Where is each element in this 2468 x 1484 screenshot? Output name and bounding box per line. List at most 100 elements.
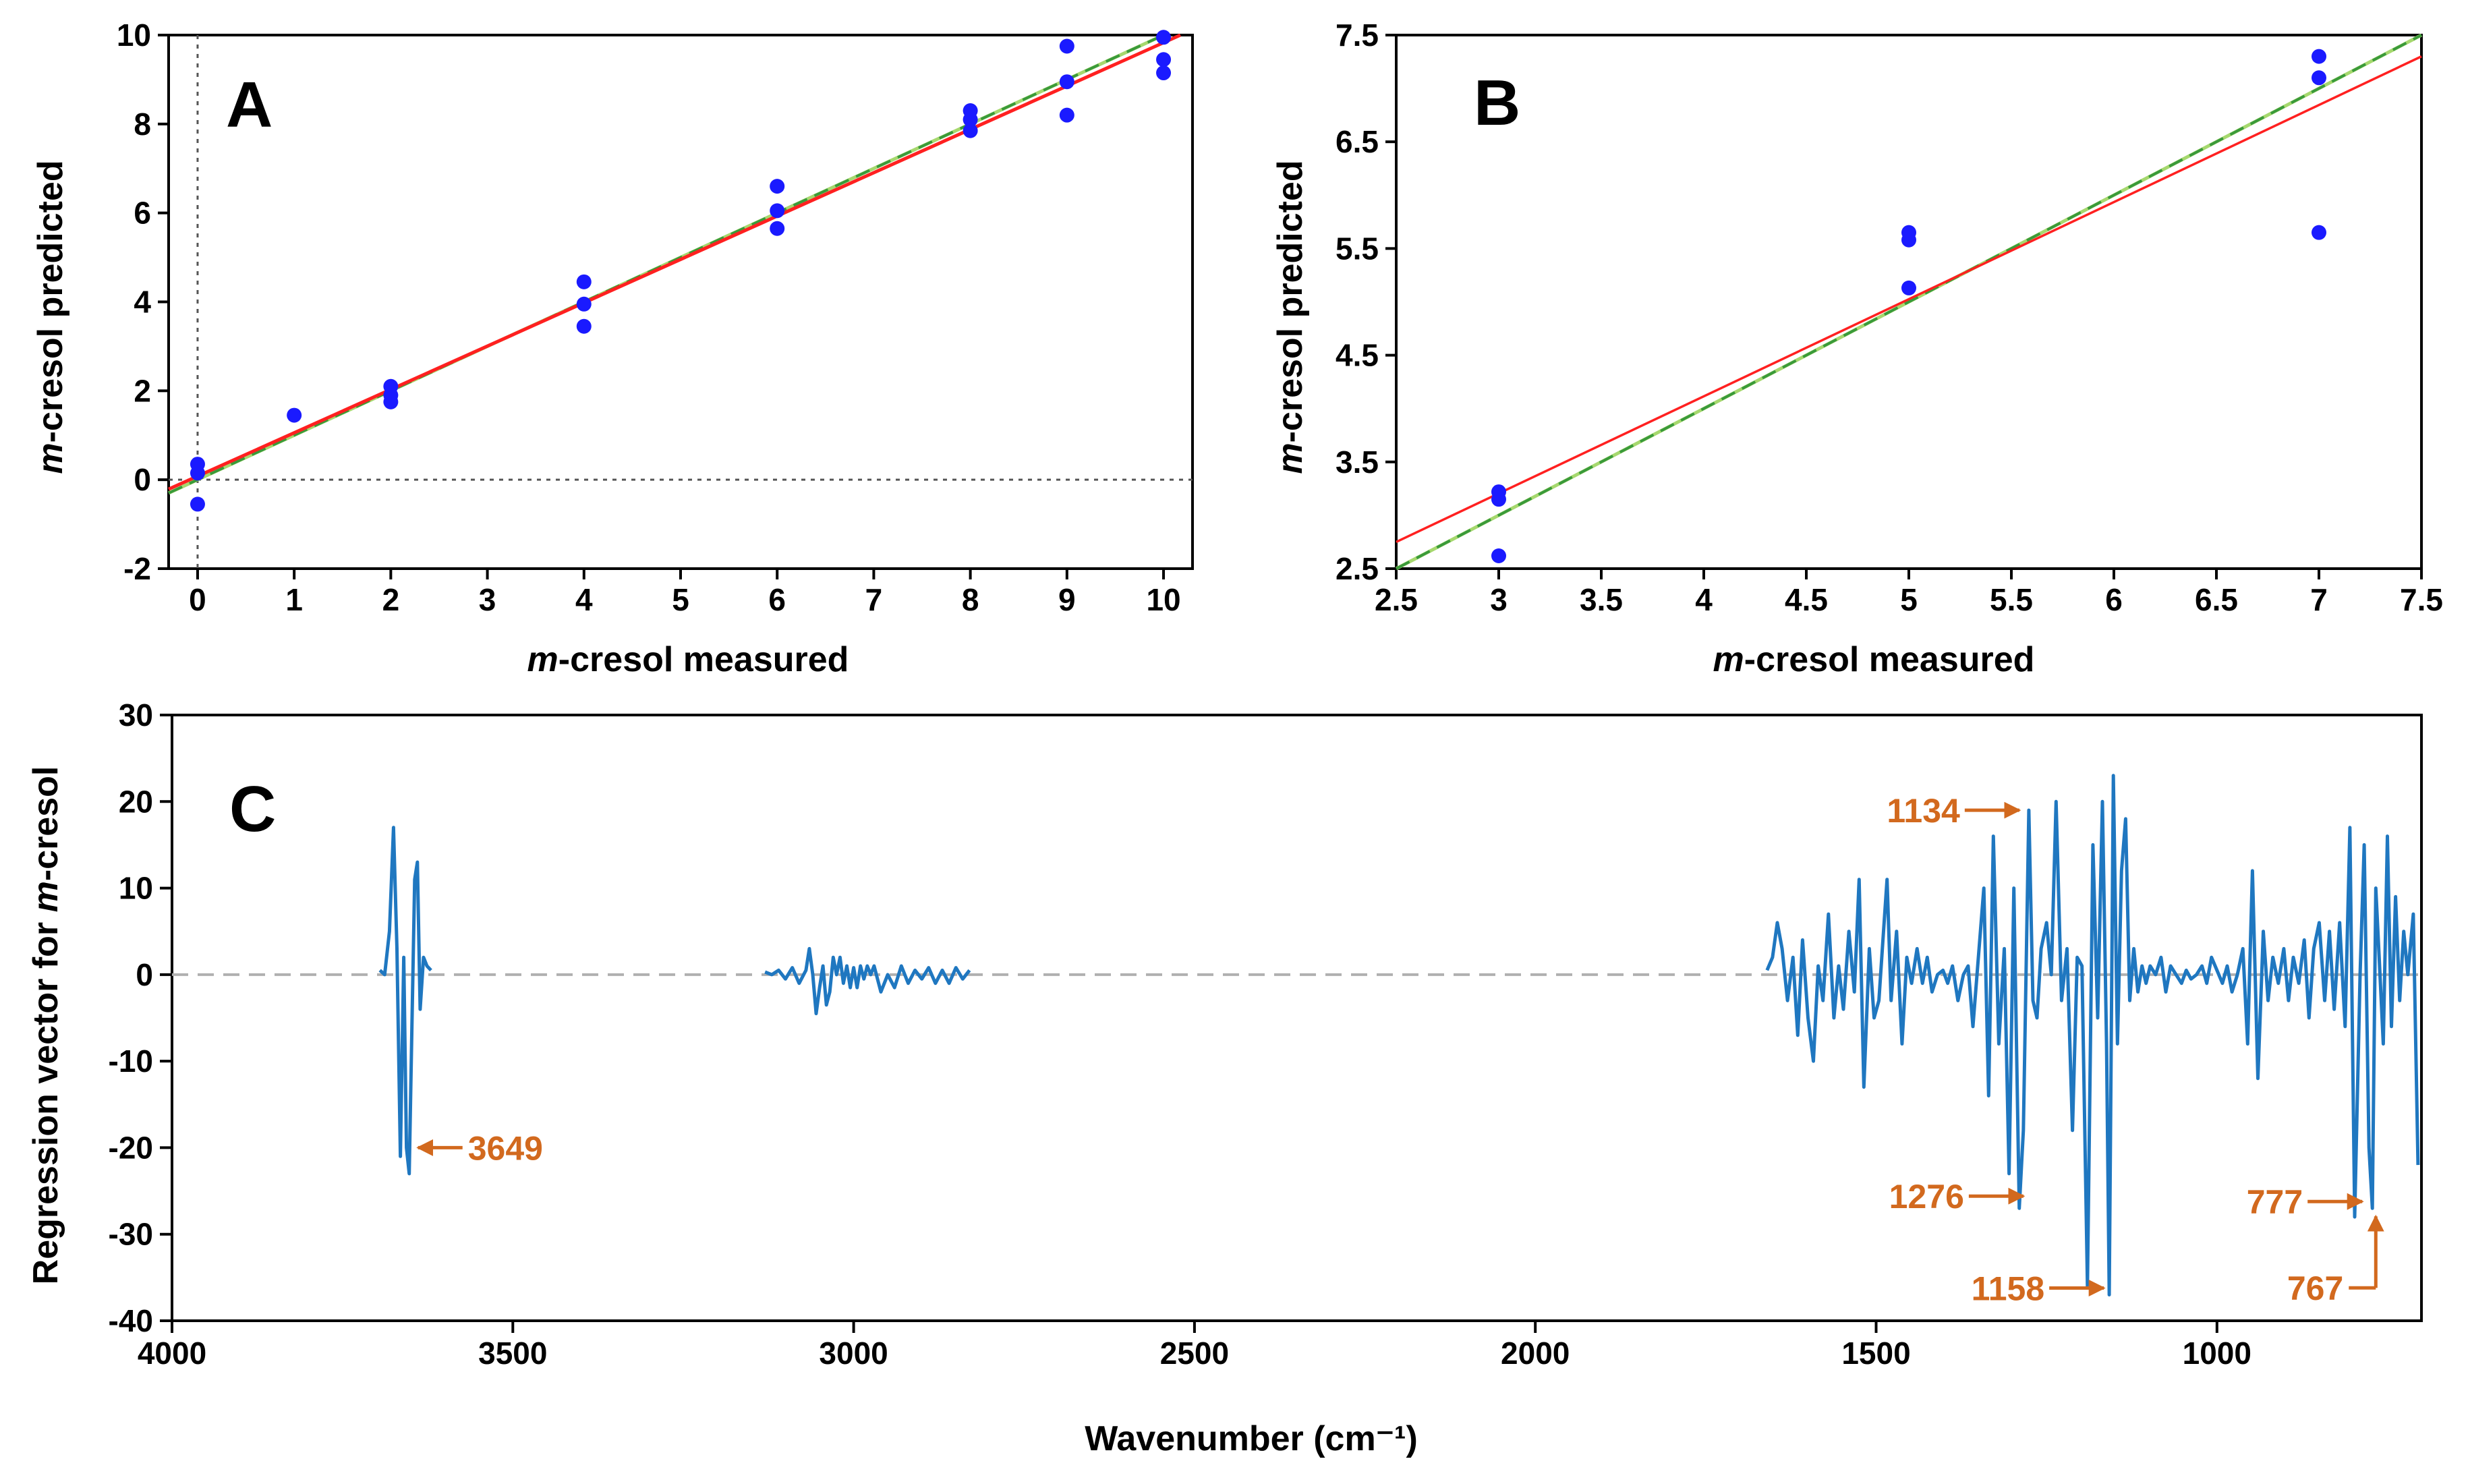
panel-a-y-tick-label: 0 bbox=[134, 462, 151, 497]
panel-a-data-point bbox=[1059, 74, 1074, 90]
panel-a-data-point bbox=[383, 394, 399, 409]
panel-b-letter: B bbox=[1474, 67, 1520, 139]
panel-a-x-tick-label: 2 bbox=[382, 582, 400, 617]
panel-a-x-tick-label: 7 bbox=[865, 582, 883, 617]
panel-c-series-region-oh bbox=[378, 826, 432, 1176]
panel-b-x-tick-label: 4.5 bbox=[1785, 582, 1828, 617]
panel-a-data-point bbox=[770, 221, 785, 236]
panel-b-ideal-line bbox=[1396, 34, 2422, 570]
panel-a-data-point bbox=[190, 465, 205, 481]
annotation-label-1276: 1276 bbox=[1889, 1178, 1964, 1216]
panel-c-series-region-fingerprint bbox=[1765, 774, 2420, 1296]
panel-b-x-tick-label: 5 bbox=[1900, 582, 1918, 617]
panel-c-x-tick-label: 3500 bbox=[478, 1336, 547, 1371]
panel-b-y-tick-label: 3.5 bbox=[1336, 445, 1379, 480]
panel-c-x-tick-label: 1000 bbox=[2183, 1336, 2251, 1371]
panel-c-y-tick-label: 10 bbox=[119, 871, 153, 906]
panel-a-x-tick-label: 8 bbox=[962, 582, 979, 617]
panel-a-y-tick-label: 10 bbox=[117, 18, 151, 53]
panel-a-x-tick-label: 5 bbox=[672, 582, 689, 617]
panel-c-y-tick-label: 0 bbox=[136, 957, 153, 992]
panel-b-data-point bbox=[1491, 548, 1506, 564]
panel-b-data-point bbox=[2312, 70, 2326, 86]
panel-b-x-tick-label: 6.5 bbox=[2195, 582, 2238, 617]
panel-a-letter: A bbox=[226, 69, 272, 141]
panel-a-x-tick-label: 10 bbox=[1146, 582, 1180, 617]
panel-b-data-point bbox=[2312, 49, 2326, 64]
panel-a-data-point bbox=[1059, 107, 1074, 123]
panel-c-y-tick-label: 20 bbox=[119, 784, 153, 819]
panel-b-data-point bbox=[1901, 280, 1916, 295]
panel-a-x-tick-label: 9 bbox=[1058, 582, 1076, 617]
panel-c-x-tick-label: 1500 bbox=[1841, 1336, 1910, 1371]
panel-b: B m-cresol measured m-cresol predicted 2… bbox=[1271, 18, 2443, 679]
panel-a-data-point bbox=[576, 296, 592, 312]
panel-c-y-axis-label: Regression vector for m-cresol bbox=[26, 766, 65, 1285]
panel-a-x-tick-label: 0 bbox=[189, 582, 206, 617]
panel-c-series-region-ch bbox=[764, 946, 971, 1016]
panel-b-data-point bbox=[2312, 225, 2326, 240]
panel-b-data-point bbox=[1901, 232, 1916, 248]
panel-a-data-point bbox=[576, 274, 592, 289]
annotation-label-1134: 1134 bbox=[1887, 792, 1960, 830]
panel-a-y-tick-label: 6 bbox=[134, 196, 151, 231]
panel-a-x-tick-label: 3 bbox=[479, 582, 496, 617]
panel-c-y-tick-label: -20 bbox=[109, 1130, 153, 1165]
panel-a-data-point bbox=[190, 496, 205, 512]
panel-c-y-tick-label: -30 bbox=[109, 1217, 153, 1252]
annotation-label-767: 767 bbox=[2287, 1269, 2343, 1307]
panel-a-data-point bbox=[287, 407, 302, 423]
panel-b-y-tick-label: 6.5 bbox=[1336, 124, 1379, 159]
panel-b-x-tick-label: 5.5 bbox=[1990, 582, 2033, 617]
panel-b-regression-line bbox=[1396, 55, 2422, 544]
panel-b-data-point bbox=[1491, 492, 1506, 507]
panel-b-x-tick-label: 7 bbox=[2310, 582, 2328, 617]
panel-b-x-tick-label: 4 bbox=[1695, 582, 1713, 617]
panel-a-y-tick-label: 2 bbox=[134, 373, 151, 408]
panel-b-x-tick-label: 3.5 bbox=[1580, 582, 1623, 617]
panel-b-x-axis-label: m-cresol measured bbox=[1713, 640, 2035, 679]
annotation-label-777: 777 bbox=[2247, 1183, 2303, 1221]
panel-c-y-tick-label: 30 bbox=[119, 697, 153, 733]
panel-c-x-axis-label: Wavenumber (cm⁻¹) bbox=[1085, 1419, 1418, 1458]
panel-b-y-tick-label: 7.5 bbox=[1336, 18, 1379, 53]
panel-c-x-tick-label: 2500 bbox=[1160, 1336, 1229, 1371]
panel-a-data-point bbox=[1156, 52, 1172, 67]
panel-a-data-point bbox=[576, 318, 592, 334]
panel-a-data-point bbox=[1059, 38, 1074, 54]
panel-b-x-tick-label: 7.5 bbox=[2400, 582, 2443, 617]
panel-a-data-point bbox=[963, 123, 978, 138]
panel-a-y-tick-label: 8 bbox=[134, 107, 151, 142]
panel-b-y-tick-label: 2.5 bbox=[1336, 551, 1379, 586]
panel-c-letter: C bbox=[229, 773, 276, 845]
panel-a-y-tick-label: 4 bbox=[134, 285, 151, 320]
panel-a-x-tick-label: 6 bbox=[768, 582, 786, 617]
panel-b-y-axis-label: m-cresol predicted bbox=[1271, 160, 1310, 474]
panel-a-x-tick-label: 1 bbox=[285, 582, 303, 617]
panel-a-y-axis-label: m-cresol predicted bbox=[31, 160, 70, 474]
panel-a-y-tick-label: -2 bbox=[123, 551, 151, 586]
panel-b-y-tick-label: 4.5 bbox=[1336, 338, 1379, 373]
annotation-label-1158: 1158 bbox=[1972, 1270, 2044, 1308]
panel-c-y-tick-label: -10 bbox=[109, 1044, 153, 1079]
panel-c-x-tick-label: 3000 bbox=[819, 1336, 888, 1371]
panel-c-plot-frame bbox=[171, 714, 2423, 1322]
panel-a-data-point bbox=[770, 179, 785, 194]
annotation-label-3649: 3649 bbox=[468, 1129, 543, 1167]
panel-c-x-tick-label: 2000 bbox=[1501, 1336, 1570, 1371]
panel-a-plot-frame bbox=[167, 34, 1194, 570]
panel-c: C Wavenumber (cm⁻¹) Regression vector fo… bbox=[26, 697, 2423, 1458]
panel-b-y-tick-label: 5.5 bbox=[1336, 231, 1379, 266]
panel-c-x-tick-label: 4000 bbox=[138, 1336, 206, 1371]
panel-a-regression-line bbox=[167, 33, 1182, 491]
panel-b-x-tick-label: 2.5 bbox=[1375, 582, 1418, 617]
panel-c-y-tick-label: -40 bbox=[109, 1303, 153, 1338]
panel-a-data-point bbox=[1156, 65, 1172, 81]
panel-a-x-axis-label: m-cresol measured bbox=[527, 640, 849, 679]
panel-a-x-tick-label: 4 bbox=[575, 582, 593, 617]
panel-a-data-point bbox=[770, 203, 785, 219]
panel-b-x-tick-label: 3 bbox=[1490, 582, 1508, 617]
panel-a-data-point bbox=[963, 112, 978, 127]
panel-a-data-point bbox=[1156, 30, 1172, 45]
